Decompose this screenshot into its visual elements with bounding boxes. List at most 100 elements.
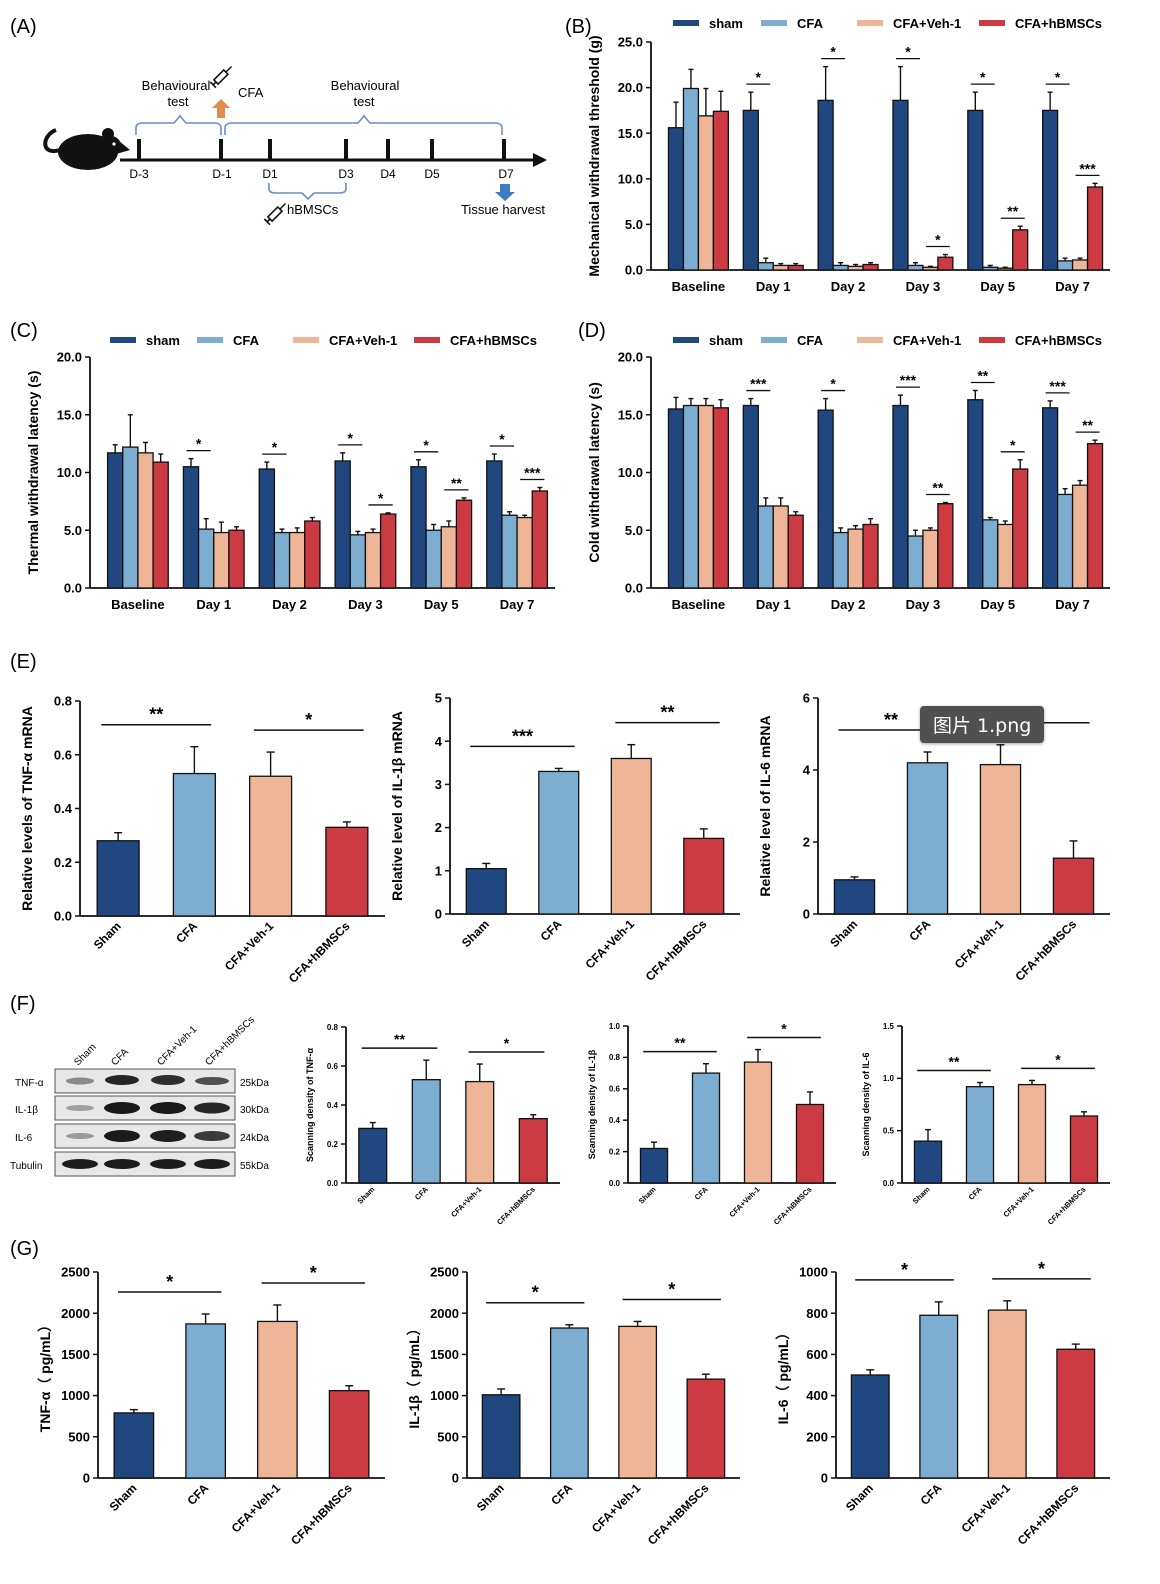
bar (691, 1072, 721, 1184)
bar (1042, 109, 1059, 271)
bar (817, 99, 834, 271)
bar (862, 263, 879, 271)
legend-swatch (979, 337, 1005, 343)
blot-row-il6: IL-6 24kDa (15, 1123, 269, 1149)
significance-stars: ** (977, 367, 988, 383)
bar (531, 490, 549, 589)
rat-icon (43, 128, 130, 170)
bar (667, 127, 685, 271)
behavioural-test-2-line1: Behavioural (331, 78, 400, 93)
behavioural-test-1-line1: Behavioural (142, 78, 211, 93)
y-axis-title: Relative level of IL-1β mRNA (389, 711, 405, 901)
significance-stars: * (668, 1279, 675, 1299)
blot-band (195, 1077, 229, 1085)
y-axis-title: Mechanical withdrawal threshold (g) (586, 35, 602, 276)
x-category-label: CFA+hBMSCs (772, 1185, 814, 1227)
y-tick-label: 10.0 (618, 171, 643, 186)
legend-label: CFA (233, 333, 260, 348)
y-axis-title: IL-1β（ pg/mL） (406, 1321, 422, 1428)
legend-swatch (197, 337, 223, 343)
significance-stars: * (310, 1263, 317, 1283)
x-category-label: Baseline (672, 597, 725, 612)
bar (817, 409, 834, 589)
significance-stars: *** (524, 465, 541, 481)
x-category-label: Day 7 (1055, 279, 1090, 294)
x-category-label: CFA (967, 1184, 984, 1201)
significance-stars: * (272, 439, 278, 455)
y-tick-label: 6 (803, 691, 810, 706)
x-category-label: CFA+hBMSCs (1015, 1481, 1082, 1548)
bar (892, 404, 909, 589)
blot-band (150, 1130, 186, 1142)
day-tick-d1 (268, 139, 272, 160)
legend-label: CFA+hBMSCs (1015, 16, 1102, 31)
significance-stars: *** (1079, 160, 1096, 176)
bar (1069, 1115, 1099, 1184)
y-axis-title: TNF-α（ pg/mL） (37, 1318, 53, 1432)
bar (411, 1079, 441, 1184)
blot-band (66, 1077, 94, 1085)
panel-letter-c: (C) (10, 320, 38, 342)
bar (922, 266, 939, 271)
bar (1086, 186, 1104, 271)
behavioural-test-1-line2: test (168, 94, 189, 109)
legend-label: CFA (797, 333, 824, 348)
significance-stars: ** (1007, 203, 1018, 219)
bar (1056, 260, 1074, 271)
x-category-label: Day 1 (756, 597, 791, 612)
x-category-label: CFA+hBMSCs (643, 917, 710, 984)
significance-stars: * (166, 1272, 173, 1292)
panel-letter-b: (B) (565, 16, 592, 38)
y-tick-label: 0 (803, 907, 810, 922)
x-category-label: Day 3 (906, 279, 941, 294)
blot-band (194, 1159, 230, 1169)
bar (501, 514, 518, 589)
significance-stars: ** (451, 475, 462, 491)
y-tick-label: 15.0 (618, 407, 643, 422)
bar (256, 1320, 298, 1479)
bar (847, 265, 864, 271)
bar (1052, 857, 1095, 915)
legend-label: CFA+hBMSCs (1015, 333, 1102, 348)
y-tick-label: 800 (806, 1306, 828, 1321)
blot-band (194, 1131, 230, 1141)
bar (712, 110, 730, 271)
cfa-label: CFA (238, 85, 264, 100)
legend-label: CFA+Veh-1 (893, 333, 961, 348)
y-tick-label: 0.0 (64, 581, 82, 596)
x-category-label: CFA+Veh-1 (1001, 1185, 1035, 1219)
bar (516, 516, 533, 589)
bar (757, 505, 774, 589)
bar (682, 87, 700, 271)
y-tick-label: 1.0 (609, 1022, 621, 1031)
y-tick-label: 2500 (430, 1265, 459, 1280)
x-category-label: CFA+Veh-1 (449, 1185, 483, 1219)
significance-stars: * (781, 1021, 787, 1037)
y-tick-label: 0.6 (609, 1085, 621, 1094)
y-tick-label: 15.0 (618, 126, 643, 141)
x-category-label: Day 7 (500, 597, 535, 612)
significance-stars: * (935, 231, 941, 247)
syringe-icon (263, 202, 287, 226)
x-category-label: Sham (911, 1185, 932, 1206)
orange-arrow-icon (212, 99, 230, 118)
bar (907, 535, 924, 589)
y-tick-label: 2000 (430, 1306, 459, 1321)
y-tick-label: 1000 (61, 1388, 90, 1403)
x-category-label: Sham (474, 1481, 507, 1514)
x-category-label: Day 1 (756, 279, 791, 294)
legend-swatch (110, 337, 136, 343)
bar (697, 404, 715, 589)
significance-stars: * (1038, 1259, 1045, 1279)
blot-row-tnf: TNF-α 25kDa (15, 1068, 269, 1094)
bar (1056, 1348, 1096, 1479)
y-tick-label: 1.0 (883, 1074, 895, 1083)
timeline-panel: D-3 D-1 D1 D3 D4 D5 D7 Behavioural test … (43, 65, 547, 226)
x-category-label: CFA+hBMSCs (286, 919, 353, 986)
y-tick-label: 5.0 (625, 523, 643, 538)
bar (518, 1118, 548, 1184)
x-category-label: Day 5 (980, 597, 1015, 612)
legend-label: CFA+Veh-1 (893, 16, 961, 31)
bar (1012, 229, 1029, 271)
legend-swatch (761, 337, 787, 343)
